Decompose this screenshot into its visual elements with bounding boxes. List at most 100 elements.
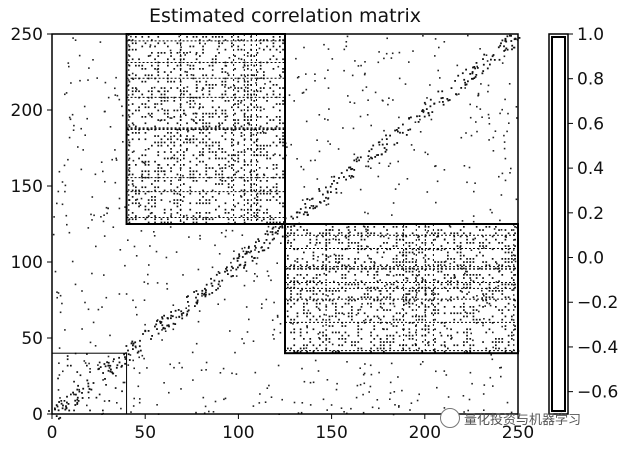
block-cell: [231, 144, 233, 147]
block-cell: [408, 306, 411, 308]
block-cell: [306, 315, 308, 318]
noise-cell: [413, 253, 415, 255]
block-cell: [131, 58, 134, 61]
block-cell: [379, 293, 382, 295]
noise-cell: [434, 348, 436, 350]
block-cell: [131, 112, 134, 115]
block-cell: [240, 87, 243, 89]
noise-cell: [120, 407, 122, 410]
noise-cell: [138, 372, 141, 374]
diagonal-cell: [454, 80, 456, 82]
diagonal-cell: [315, 205, 318, 208]
block-cell: [395, 325, 398, 327]
block-cell: [183, 221, 185, 224]
noise-cell: [314, 80, 316, 82]
block-cell: [328, 338, 331, 340]
block-cell: [306, 290, 308, 292]
block-cell: [309, 312, 312, 315]
diagonal-cell: [401, 131, 404, 134]
noise-cell: [78, 388, 80, 391]
noise-cell: [253, 197, 256, 200]
noise-cell: [327, 87, 330, 89]
block-cell: [293, 344, 296, 347]
noise-cell: [114, 87, 116, 90]
block-cell: [402, 251, 404, 254]
noise-cell: [343, 264, 346, 267]
block-cell: [195, 144, 198, 147]
diagonal-cell: [181, 317, 184, 320]
diagonal-cell: [255, 241, 257, 244]
noise-cell: [57, 292, 60, 294]
block-cell: [234, 154, 236, 157]
noise-cell: [290, 143, 292, 146]
noise-cell: [349, 231, 351, 233]
diagonal-cell: [386, 143, 388, 146]
block-cell: [160, 199, 163, 201]
noise-cell: [121, 105, 123, 108]
block-cell: [259, 144, 262, 147]
noise-cell: [364, 318, 367, 321]
block-cell: [367, 270, 369, 273]
block-cell: [272, 45, 275, 48]
block-cell: [163, 221, 166, 224]
block-cell: [240, 215, 243, 217]
block-cell: [459, 318, 462, 321]
block-cell: [357, 328, 360, 331]
block-cell: [253, 128, 256, 131]
noise-cell: [474, 237, 476, 240]
noise-cell: [498, 175, 500, 178]
block-cell: [221, 42, 224, 45]
diagonal-cell: [224, 270, 226, 273]
noise-cell: [491, 211, 493, 214]
block-cell: [256, 208, 259, 211]
x-tick-label: 250: [502, 423, 534, 443]
noise-cell: [448, 225, 451, 227]
block-cell: [335, 312, 337, 315]
block-cell: [144, 106, 147, 109]
block-cell: [250, 186, 252, 189]
block-cell: [256, 176, 259, 179]
noise-cell: [343, 69, 345, 72]
block-cell: [290, 293, 292, 295]
block-cell: [504, 286, 507, 289]
diagonal-cell: [167, 317, 169, 320]
block-cell: [224, 64, 227, 67]
diagonal-cell: [77, 400, 80, 402]
block-cell: [128, 144, 131, 147]
block-cell: [290, 299, 292, 302]
diagonal-cell: [172, 322, 175, 325]
block-cell: [189, 208, 192, 211]
block-cell: [386, 341, 388, 343]
block-cell: [227, 218, 230, 221]
block-cell: [485, 264, 488, 267]
block-cell: [211, 100, 214, 102]
block-cell: [360, 328, 363, 331]
block-cell: [328, 242, 331, 244]
block-cell: [389, 302, 392, 305]
noise-cell: [241, 247, 243, 250]
noise-cell: [467, 409, 469, 412]
noise-cell: [267, 225, 270, 228]
block-cell: [469, 261, 472, 263]
noise-cell: [508, 122, 510, 124]
block-cell: [344, 274, 347, 276]
noise-cell: [426, 191, 429, 193]
block-cell: [408, 331, 411, 334]
noise-cell: [186, 86, 189, 88]
diagonal-cell: [230, 275, 233, 278]
diagonal-cell: [87, 382, 90, 385]
block-cell: [282, 122, 284, 125]
noise-cell: [482, 280, 485, 283]
block-cell: [463, 232, 465, 235]
block-cell: [138, 157, 140, 160]
block-cell: [151, 52, 153, 54]
block-cell: [221, 176, 224, 179]
block-cell: [237, 48, 240, 51]
block-cell: [114, 387, 117, 389]
block-cell: [475, 254, 478, 257]
noise-cell: [153, 235, 156, 237]
block-cell: [443, 274, 446, 276]
block-cell: [189, 45, 192, 48]
block-cell: [186, 218, 188, 221]
block-cell: [411, 322, 414, 324]
